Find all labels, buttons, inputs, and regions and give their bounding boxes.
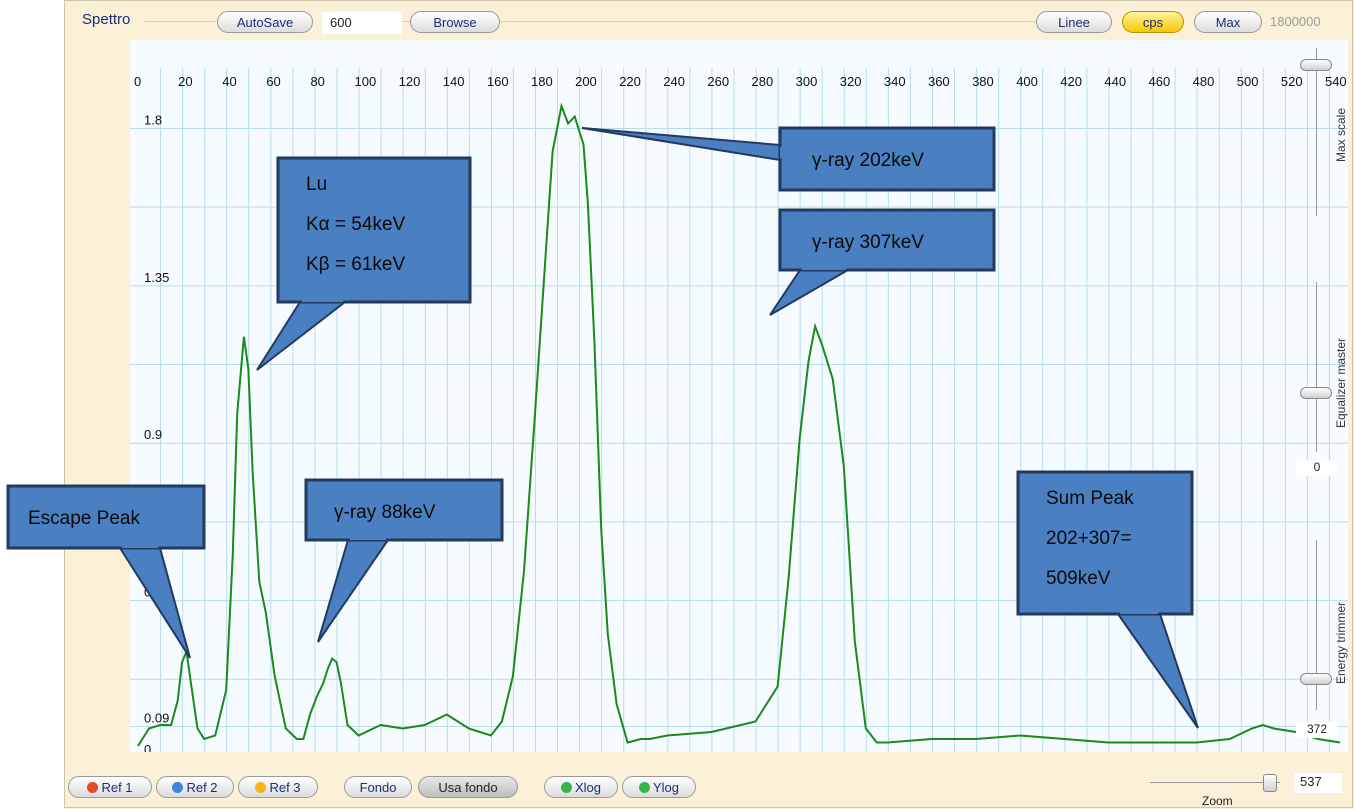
energy-trimmer-track — [1316, 540, 1317, 710]
green-dot-icon — [638, 781, 650, 793]
max-value: 1800000 — [1270, 14, 1321, 29]
equalizer-track — [1316, 282, 1317, 452]
blue-dot-icon — [172, 781, 184, 793]
autosave-button[interactable]: AutoSave — [217, 11, 313, 33]
x-tick-label: 80 — [310, 74, 324, 89]
fondo-button[interactable]: Fondo — [344, 776, 412, 798]
autosave-interval-field[interactable]: 600 — [322, 12, 402, 34]
max-button[interactable]: Max — [1194, 11, 1262, 33]
max-scale-label: Max scale — [1334, 107, 1348, 162]
spectrum-plot-area[interactable]: 0 20 40 60 80 100 120 140 160 180 200 220 240 260 280 3… — [130, 40, 1348, 752]
toolbar-divider — [500, 21, 1036, 22]
yellow-dot-icon — [255, 781, 267, 793]
toolbar-divider — [402, 21, 410, 22]
x-tick-label: 40 — [222, 74, 236, 89]
zoom-track — [1150, 782, 1280, 783]
x-tick-label: 280 — [752, 74, 774, 89]
toolbar-divider — [144, 21, 216, 22]
x-tick-label: 200 — [575, 74, 597, 89]
ref3-label: Ref 3 — [269, 779, 301, 795]
equalizer-master-label: Equalizer master — [1334, 337, 1348, 428]
max-scale-slider-thumb[interactable] — [1300, 58, 1332, 71]
equalizer-value: 0 — [1296, 460, 1338, 476]
ref2-button[interactable]: Ref 2 — [156, 776, 234, 798]
x-tick-label: 180 — [531, 74, 553, 89]
y-tick-label: 0.45 — [144, 585, 169, 600]
x-tick-label: 540 — [1325, 74, 1347, 89]
xlog-button[interactable]: Xlog — [544, 776, 618, 798]
x-tick-label: 500 — [1237, 74, 1259, 89]
ref3-button[interactable]: Ref 3 — [238, 776, 318, 798]
browse-button[interactable]: Browse — [410, 11, 500, 33]
top-toolbar: Spettro AutoSave 600 Browse Linee cps Ma… — [64, 0, 1354, 40]
bottom-toolbar: Ref 1 Ref 2 Ref 3 Fondo Usa fondo Xlog Y… — [64, 756, 1354, 809]
zoom-slider-thumb[interactable] — [1262, 774, 1277, 792]
x-tick-label: 100 — [355, 74, 377, 89]
energy-trimmer-slider-thumb[interactable] — [1300, 673, 1332, 686]
energy-trimmer-value: 372 — [1296, 722, 1338, 738]
zoom-value: 537 — [1294, 773, 1342, 793]
x-tick-label: 60 — [266, 74, 280, 89]
green-dot-icon — [560, 781, 572, 793]
spectrum-chart: 0 20 40 60 80 100 120 140 160 180 200 220 240 260 280 3… — [130, 68, 1348, 752]
y-tick-label: 0 — [144, 742, 151, 752]
x-tick-label: 260 — [707, 74, 729, 89]
x-tick-label: 400 — [1016, 74, 1038, 89]
max-scale-track — [1316, 48, 1317, 216]
xlog-label: Xlog — [574, 779, 602, 795]
x-tick-label: 360 — [928, 74, 950, 89]
linee-button[interactable]: Linee — [1036, 11, 1112, 33]
energy-trimmer-label: Energy trimmer — [1334, 601, 1348, 684]
ylog-button[interactable]: Ylog — [622, 776, 696, 798]
ref1-button[interactable]: Ref 1 — [68, 776, 152, 798]
x-tick-label: 160 — [487, 74, 509, 89]
x-tick-label: 520 — [1281, 74, 1303, 89]
spectrum-trace — [137, 102, 1341, 747]
x-tick-label: 480 — [1193, 74, 1215, 89]
y-tick-label: 1.8 — [144, 112, 162, 127]
x-tick-label: 20 — [178, 74, 192, 89]
x-tick-label: 140 — [443, 74, 465, 89]
x-tick-label: 0 — [134, 74, 141, 89]
x-tick-label: 380 — [972, 74, 994, 89]
cps-button[interactable]: cps — [1122, 11, 1184, 33]
x-tick-label: 440 — [1104, 74, 1126, 89]
red-dot-icon — [87, 781, 99, 793]
app-title: Spettro — [82, 11, 131, 28]
x-tick-label: 240 — [663, 74, 685, 89]
x-tick-label: 320 — [840, 74, 862, 89]
ref1-label: Ref 1 — [101, 779, 133, 795]
x-tick-label: 460 — [1149, 74, 1171, 89]
y-tick-label: 0.09 — [144, 711, 169, 726]
y-tick-label: 0.9 — [144, 427, 162, 442]
spectrum-app-window: Spettro AutoSave 600 Browse Linee cps Ma… — [64, 0, 1354, 809]
x-tick-label: 120 — [399, 74, 421, 89]
ref2-label: Ref 2 — [186, 779, 218, 795]
y-tick-label: 1.35 — [144, 270, 169, 285]
ylog-label: Ylog — [652, 779, 680, 795]
x-tick-label: 220 — [619, 74, 641, 89]
x-tick-label: 420 — [1060, 74, 1082, 89]
usa-fondo-button[interactable]: Usa fondo — [418, 776, 518, 798]
equalizer-master-slider-thumb[interactable] — [1300, 386, 1332, 399]
zoom-label: Zoom — [1202, 794, 1233, 808]
x-tick-label: 340 — [884, 74, 906, 89]
right-control-panel: Max scale Equalizer master 0 Energy trim… — [1284, 40, 1354, 752]
x-tick-label: 300 — [796, 74, 818, 89]
